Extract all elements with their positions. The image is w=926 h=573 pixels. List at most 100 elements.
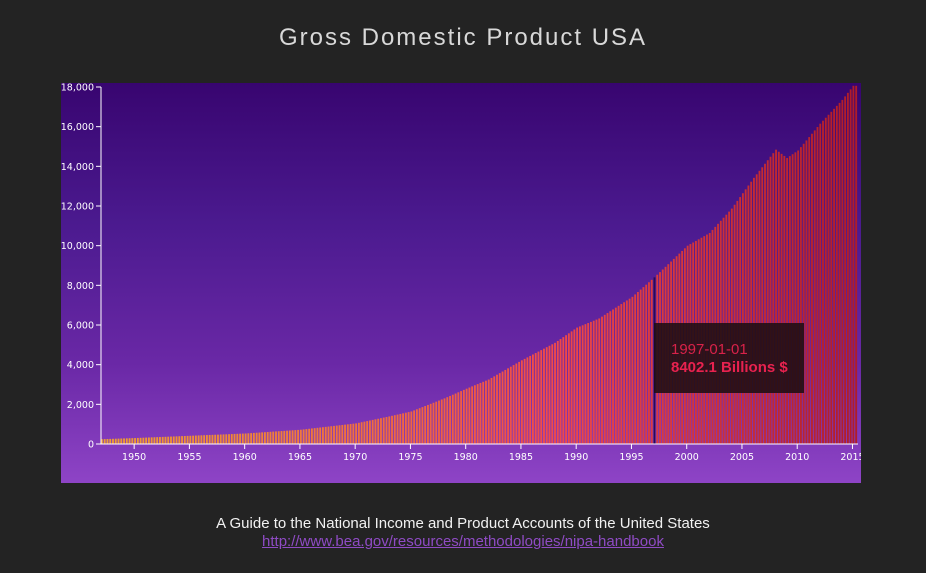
bar[interactable] [614,307,617,444]
bar[interactable] [482,381,485,444]
bar[interactable] [344,424,346,444]
bar[interactable] [849,89,852,444]
bar[interactable] [741,193,744,444]
bar[interactable] [761,167,764,444]
bar[interactable] [548,345,551,444]
bar[interactable] [214,434,217,444]
bar[interactable] [578,326,581,444]
bar[interactable] [123,438,125,444]
bar[interactable] [460,391,463,444]
bar[interactable] [106,438,109,444]
bar[interactable] [357,422,360,444]
bar[interactable] [407,412,410,444]
bar[interactable] [755,174,758,444]
bar[interactable] [236,433,239,444]
bar[interactable] [125,438,128,444]
bar[interactable] [404,412,407,444]
bar[interactable] [241,433,244,444]
bar[interactable] [545,347,548,444]
bar[interactable] [498,373,501,444]
bar[interactable] [225,434,228,444]
bar[interactable] [559,339,562,444]
bar[interactable] [750,181,753,444]
bar[interactable] [258,432,261,444]
bar[interactable] [145,437,148,444]
bar[interactable] [490,377,493,444]
bar[interactable] [457,392,460,444]
bar[interactable] [139,437,142,444]
bar[interactable] [333,425,335,444]
bar[interactable] [606,313,609,444]
source-link[interactable]: http://www.bea.gov/resources/methodologi… [262,533,664,550]
bar[interactable] [399,413,402,444]
bar[interactable] [192,435,195,444]
bar[interactable] [570,331,573,444]
bar[interactable] [642,287,645,444]
bar[interactable] [487,379,490,444]
bar[interactable] [855,85,858,444]
bar[interactable] [219,434,222,444]
bar[interactable] [786,158,789,444]
bar[interactable] [266,431,269,444]
bar[interactable] [280,431,283,444]
bar[interactable] [156,437,159,444]
bar[interactable] [327,426,330,444]
bar[interactable] [802,143,805,444]
bar[interactable] [634,294,637,444]
bar[interactable] [142,437,145,444]
bar[interactable] [438,400,440,444]
bar[interactable] [283,430,286,444]
bar[interactable] [172,436,175,444]
bar[interactable] [777,151,780,444]
bar[interactable] [175,436,178,444]
bar[interactable] [374,419,377,444]
bar[interactable] [805,140,808,444]
bar[interactable] [288,430,291,444]
bar[interactable] [833,108,835,444]
bar[interactable] [147,437,150,444]
bar[interactable] [838,102,841,445]
bar[interactable] [366,421,369,444]
bar[interactable] [277,431,280,444]
bar[interactable] [294,430,297,444]
bar[interactable] [316,427,319,444]
bar[interactable] [813,130,816,444]
bar[interactable] [443,398,446,444]
bar[interactable] [418,408,421,444]
bar[interactable] [822,120,824,444]
bar[interactable] [261,432,264,444]
bar[interactable] [194,435,197,444]
bar[interactable] [424,406,427,444]
bar[interactable] [382,417,385,444]
bar[interactable] [551,344,554,444]
bar[interactable] [308,428,311,444]
bar[interactable] [587,323,590,444]
bar[interactable] [388,416,391,444]
bar[interactable] [255,432,258,444]
bar[interactable] [775,149,777,445]
bar[interactable] [269,431,272,444]
bar[interactable] [625,300,628,444]
bar[interactable] [797,150,800,444]
bar[interactable] [523,358,526,444]
bar[interactable] [101,439,103,444]
bar[interactable] [612,309,614,444]
bar[interactable] [788,156,791,444]
bar[interactable] [780,153,783,444]
bar[interactable] [841,99,844,444]
bar[interactable] [211,434,214,444]
bar[interactable] [164,436,167,444]
bar[interactable] [645,284,648,444]
bar[interactable] [200,435,203,444]
bar[interactable] [830,111,833,444]
bar[interactable] [310,428,313,444]
bar[interactable] [346,424,349,444]
bar[interactable] [427,404,429,444]
bar[interactable] [239,433,241,444]
bar[interactable] [371,419,374,444]
bar[interactable] [230,434,233,444]
bar[interactable] [816,127,819,444]
bar[interactable] [335,425,338,444]
bar[interactable] [233,433,236,444]
bar[interactable] [170,436,172,444]
